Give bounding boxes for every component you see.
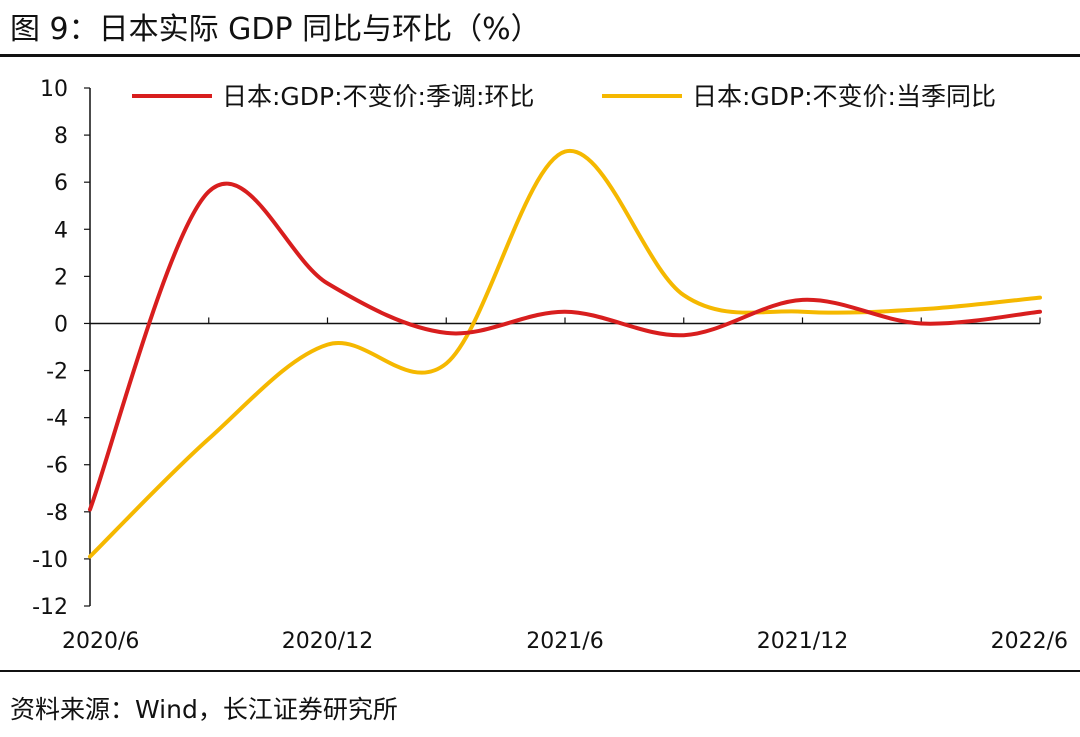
y-tick-label: 8 [54, 124, 68, 149]
y-tick-label: -6 [46, 454, 68, 479]
y-tick-label: -2 [46, 360, 68, 385]
legend-label: 日本:GDP:不变价:当季同比 [692, 82, 996, 111]
y-tick-label: 0 [54, 312, 68, 337]
y-tick-label: -12 [32, 595, 68, 620]
y-tick-label: 2 [54, 265, 68, 290]
source-note: 资料来源：Wind，长江证券研究所 [10, 695, 398, 724]
legend-label: 日本:GDP:不变价:季调:环比 [222, 82, 534, 111]
figure-title: 图 9：日本实际 GDP 同比与环比（%） [10, 12, 541, 47]
x-tick-label: 2021/12 [757, 629, 848, 654]
x-tick-label: 2020/6 [62, 629, 139, 654]
y-tick-label: -4 [46, 407, 68, 432]
axes: 10 8 6 4 2 0 -2 -4 -6 -8 -10 -12 2020/6 2020/12 2021/6… [32, 77, 1068, 654]
y-tick-label: 6 [54, 171, 68, 196]
y-tick-label: -10 [32, 548, 68, 573]
legend: 日本:GDP:不变价:季调:环比 日本:GDP:不变价:当季同比 [132, 82, 996, 111]
series-line-qoq [88, 181, 1042, 512]
bottom-rule [0, 670, 1080, 672]
series-line-yoy [88, 149, 1042, 559]
y-tick-label: 4 [54, 218, 68, 243]
x-tick-label: 2020/12 [282, 629, 373, 654]
line-chart: 日本:GDP:不变价:季调:环比 日本:GDP:不变价:当季同比 10 8 6 4 2 0 -… [32, 77, 1068, 654]
y-tick-label: 10 [40, 77, 68, 102]
series-layer [88, 149, 1042, 559]
top-rule [0, 54, 1080, 57]
x-tick-label: 2022/6 [991, 629, 1068, 654]
x-tick-label: 2021/6 [526, 629, 603, 654]
y-tick-label: -8 [46, 501, 68, 526]
